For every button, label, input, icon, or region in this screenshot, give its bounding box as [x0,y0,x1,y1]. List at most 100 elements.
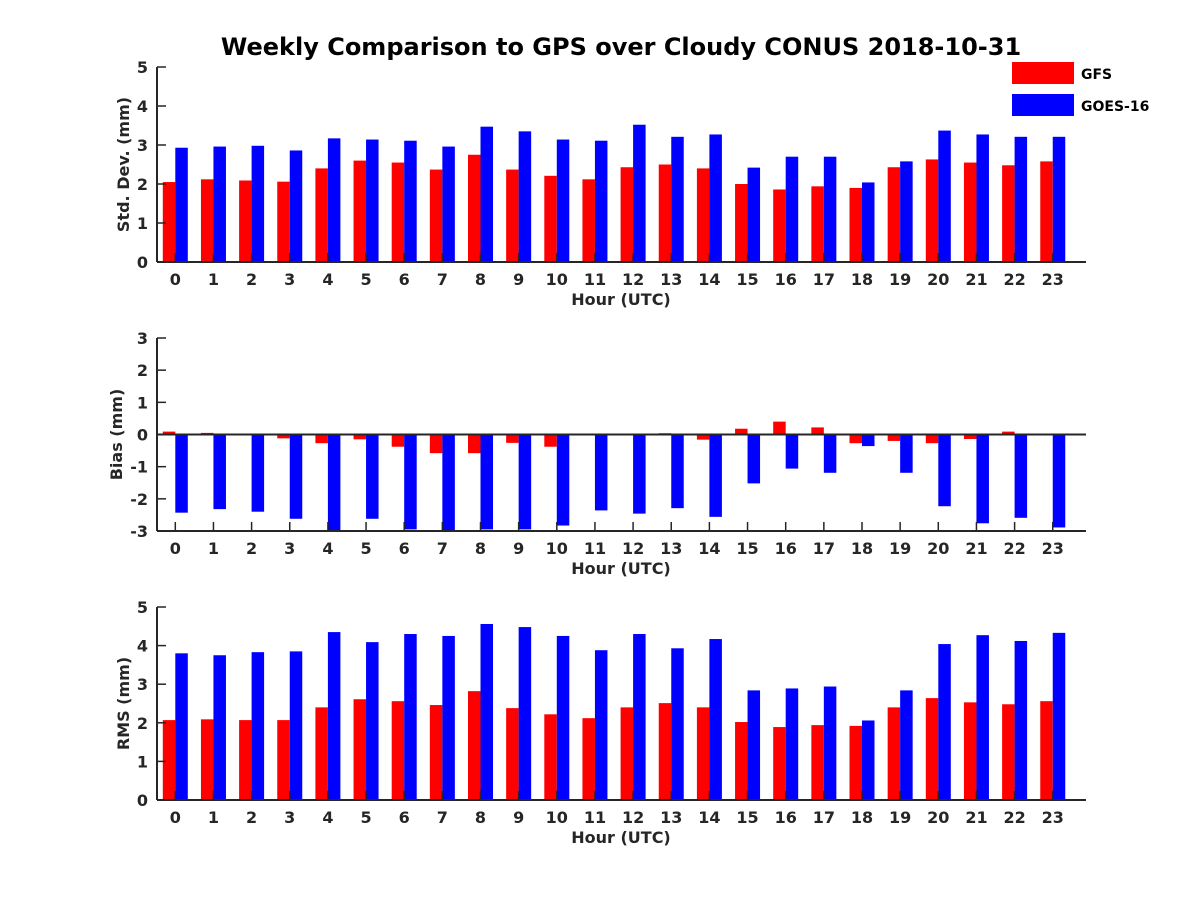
std-dev-xtick-label: 6 [399,270,410,289]
std-dev-bar-gfs-15 [735,184,748,262]
rms-bar-gfs-13 [658,703,672,800]
std-dev-bar-goes-16-20 [938,130,951,262]
bias-xtick-label: 1 [208,539,219,558]
std-dev-bar-goes-16-16 [785,156,799,262]
bias-bar-gfs-18 [849,434,862,444]
bias-ytick-label: 3 [137,329,148,348]
rms-bar-goes-16-11 [594,650,608,800]
std-dev-ytick-label: 2 [137,175,148,194]
rms-bar-goes-16-7 [442,635,455,800]
bias-bar-gfs-8 [468,434,481,454]
std-dev-xtick-label: 23 [1042,270,1064,289]
rms-xtick-label: 22 [1003,808,1025,827]
legend-label-goes-16: GOES-16 [1081,99,1149,115]
bias-bar-goes-16-8 [480,434,493,530]
std-dev-bar-gfs-9 [506,169,519,262]
bias-xtick-label: 20 [927,539,949,558]
rms-bar-goes-16-4 [327,632,341,800]
std-dev-bar-gfs-19 [887,167,901,262]
rms-xtick-label: 0 [170,808,181,827]
std-dev-bar-goes-16-1 [213,146,226,262]
std-dev-xtick-label: 14 [698,270,720,289]
bias-bar-goes-16-3 [289,434,303,519]
std-dev-bar-gfs-12 [620,167,634,262]
rms-ytick-label: 1 [137,752,148,771]
std-dev-bar-gfs-17 [811,186,824,262]
rms-bar-gfs-4 [315,707,328,800]
rms-xtick-label: 2 [246,808,257,827]
bias-bar-goes-16-4 [327,434,341,531]
std-dev-bar-goes-16-0 [175,147,188,262]
legend-swatch-gfs [1012,62,1074,84]
std-dev-bar-goes-16-18 [862,182,875,262]
rms-bar-gfs-5 [353,699,367,800]
rms-y-axis-label: RMS (mm) [114,657,133,750]
bias-bar-goes-16-1 [213,434,226,510]
rms-ytick-label: 5 [137,598,148,617]
std-dev-xtick-label: 18 [851,270,873,289]
legend-swatch-goes-16 [1012,94,1074,116]
bias-xtick-label: 18 [851,539,873,558]
rms-bar-goes-16-6 [404,634,417,800]
bias-bar-goes-16-14 [709,434,722,517]
rms-bar-goes-16-16 [785,688,799,800]
rms-bar-gfs-15 [735,722,748,800]
bias-xtick-label: 0 [170,539,181,558]
rms-ytick-label: 3 [137,675,148,694]
rms-bar-goes-16-12 [633,634,646,800]
legend: GFS GOES-16 [1012,62,1149,116]
rms-xtick-label: 3 [284,808,295,827]
bias-xtick-label: 3 [284,539,295,558]
bias-xtick-label: 13 [660,539,682,558]
bias-bar-gfs-7 [429,434,443,454]
bias-xtick-label: 17 [813,539,835,558]
rms-xtick-label: 9 [513,808,524,827]
rms-ytick-label: 2 [137,714,148,733]
bias-bar-gfs-21 [963,434,977,439]
rms-xtick-label: 14 [698,808,720,827]
bias-bar-goes-16-5 [366,434,379,519]
rms-xtick-label: 16 [775,808,797,827]
bias-bar-goes-16-18 [862,434,875,447]
std-dev-bar-goes-16-13 [671,136,684,262]
std-dev-xtick-label: 17 [813,270,835,289]
rms-bar-gfs-0 [162,720,176,800]
rms-xtick-label: 15 [736,808,758,827]
std-dev-bar-goes-16-2 [251,145,265,262]
rms-xtick-label: 4 [322,808,333,827]
std-dev-ytick-label: 3 [137,136,148,155]
std-dev-xtick-label: 9 [513,270,524,289]
bias-xtick-label: 8 [475,539,486,558]
bias-bar-goes-16-2 [251,434,265,512]
std-dev-bar-goes-16-10 [556,139,570,262]
bias-xtick-label: 11 [584,539,606,558]
std-dev-bar-gfs-11 [582,179,595,262]
std-dev-ytick-label: 4 [137,97,148,116]
rms-xtick-label: 8 [475,808,486,827]
std-dev-xtick-label: 10 [546,270,568,289]
bias-xtick-label: 19 [889,539,911,558]
bias-bar-goes-16-10 [556,434,570,526]
bias-bar-gfs-19 [887,434,901,441]
std-dev-xtick-label: 20 [927,270,949,289]
std-dev-bar-gfs-1 [200,179,214,262]
bias-ytick-label: -2 [130,490,148,509]
std-dev-bar-gfs-3 [277,181,290,262]
bias-bar-gfs-15 [735,428,748,435]
std-dev-xtick-label: 19 [889,270,911,289]
std-dev-bar-gfs-7 [429,169,443,262]
std-dev-bar-goes-16-15 [747,167,761,262]
rms-xtick-label: 10 [546,808,568,827]
rms-bar-goes-16-13 [671,648,684,800]
rms-bar-gfs-6 [391,701,405,800]
rms-bar-gfs-8 [468,691,481,800]
std-dev-xtick-label: 16 [775,270,797,289]
std-dev-bar-gfs-4 [315,168,328,262]
rms-xtick-label: 19 [889,808,911,827]
rms-bar-goes-16-19 [900,690,913,800]
std-dev-bar-goes-16-23 [1052,136,1066,262]
std-dev-ytick-label: 0 [137,253,148,272]
